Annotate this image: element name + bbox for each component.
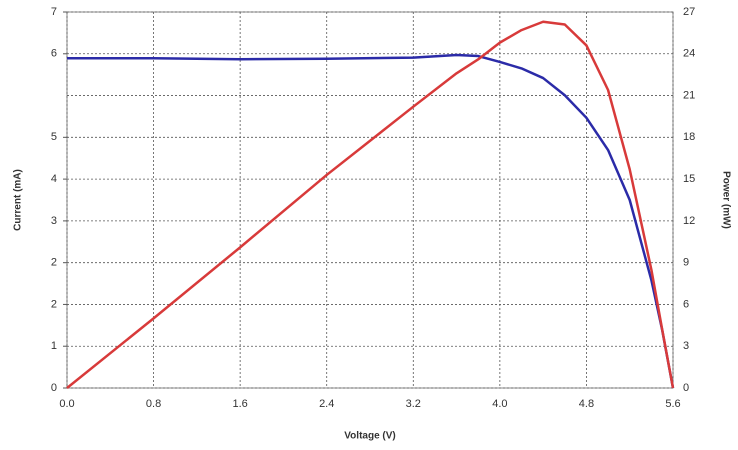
y-tick-label: 5: [51, 131, 57, 143]
y2-tick-label: 3: [683, 340, 689, 352]
y-tick-label: 1: [51, 340, 57, 352]
y2-tick-label: 0: [683, 382, 689, 394]
y-tick-label: 0: [51, 382, 57, 394]
y2-tick-label: 24: [683, 48, 695, 60]
x-tick-label: 0.0: [59, 398, 74, 410]
x-tick-label: 3.2: [406, 398, 421, 410]
x-tick-label: 1.6: [232, 398, 247, 410]
y-tick-label: 3: [51, 215, 57, 227]
y2-axis-label: Power (mW): [720, 171, 731, 229]
y-tick-label: 4: [51, 173, 57, 185]
x-tick-label: 4.8: [579, 398, 594, 410]
y2-tick-label: 18: [683, 131, 695, 143]
x-tick-label: 2.4: [319, 398, 334, 410]
y2-tick-label: 6: [683, 298, 689, 310]
y2-tick-label: 12: [683, 215, 695, 227]
x-axis-label: Voltage (V): [344, 431, 395, 442]
x-tick-label: 0.8: [146, 398, 161, 410]
y-axis-label: Current (mA): [13, 169, 24, 231]
y2-tick-label: 21: [683, 89, 695, 101]
plot-area: [66, 11, 674, 389]
series-line: [66, 20, 675, 389]
y2-tick-label: 27: [683, 6, 695, 18]
y-tick-label: 2: [51, 298, 57, 310]
y-tick-label: 2: [51, 257, 57, 269]
y2-tick-label: 15: [683, 173, 695, 185]
y-tick-label: 6: [51, 48, 57, 60]
series-line: [67, 53, 675, 389]
x-tick-label: 5.6: [665, 398, 680, 410]
y2-tick-label: 9: [683, 257, 689, 269]
x-tick-label: 4.0: [492, 398, 507, 410]
y-tick-label: 7: [51, 6, 57, 18]
